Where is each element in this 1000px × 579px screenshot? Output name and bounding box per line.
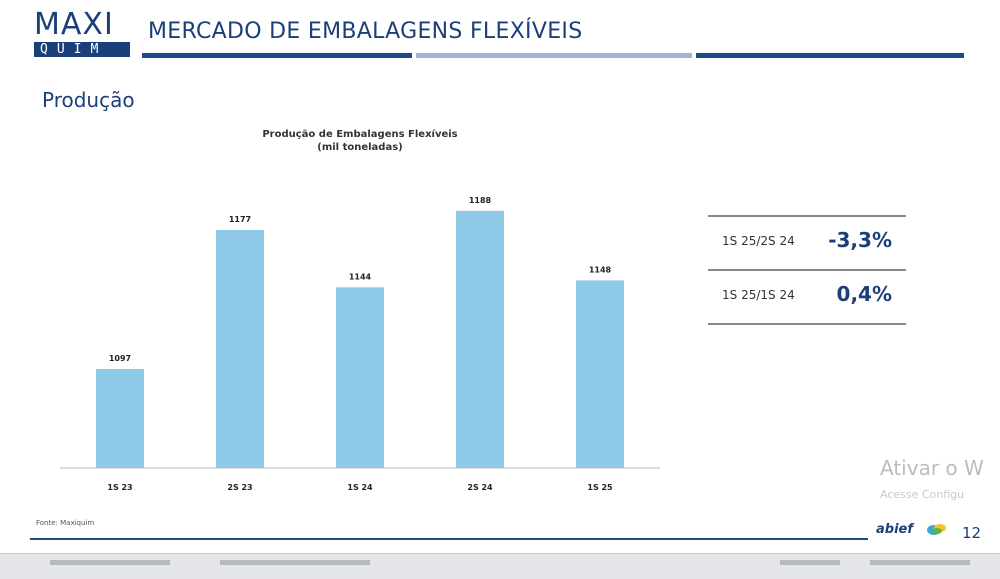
data-label: 1177 — [229, 215, 251, 224]
maxiquim-logo: MAXI QUIM — [34, 10, 130, 57]
data-label: 1144 — [349, 272, 372, 281]
viewer-bottom-bar — [0, 553, 1000, 579]
header-rule-middle — [416, 53, 692, 58]
windows-activation-subtext: Acesse Configu — [880, 488, 965, 501]
data-label: 1097 — [109, 354, 131, 363]
stat-row: 1S 25/1S 24 0,4% — [708, 269, 906, 325]
x-tick-label: 1S 24 — [347, 483, 373, 492]
x-tick-label: 1S 25 — [587, 483, 613, 492]
bottom-bar-blur — [220, 560, 370, 565]
source-note: Fonte: Maxiquim — [36, 519, 95, 527]
data-label: 1188 — [469, 196, 492, 205]
section-title: Produção — [42, 88, 135, 112]
bottom-bar-blur — [50, 560, 170, 565]
bar-1s-24 — [336, 287, 384, 468]
slide: MAXI QUIM MERCADO DE EMBALAGENS FLEXÍVEI… — [0, 0, 1000, 553]
chart-subtitle: (mil toneladas) — [317, 142, 403, 153]
bottom-bar-blur — [780, 560, 840, 565]
header-rule-left — [142, 53, 412, 58]
bottom-bar-blur — [870, 560, 970, 565]
stat-row: 1S 25/2S 24 -3,3% — [708, 215, 906, 269]
stat-label: 1S 25/1S 24 — [722, 288, 795, 302]
page-number: 12 — [962, 524, 982, 542]
abief-leaf-icon — [927, 524, 946, 535]
bar-2s-24 — [456, 210, 504, 468]
bar-chart: 1097 1S 23 1177 2S 23 1144 1S 24 1188 2S 24 1148… — [60, 196, 660, 492]
header-rule-right — [696, 53, 964, 58]
stat-value: 0,4% — [836, 282, 892, 306]
logo-bottom-text: QUIM — [34, 42, 130, 57]
x-tick-label: 2S 24 — [467, 483, 493, 492]
stat-label: 1S 25/2S 24 — [722, 234, 795, 248]
x-tick-label: 1S 23 — [107, 483, 132, 492]
bar-1s-25 — [576, 280, 624, 468]
x-tick-label: 2S 23 — [227, 483, 252, 492]
windows-activation-watermark: Ativar o W — [880, 456, 984, 480]
stats-table: 1S 25/2S 24 -3,3% 1S 25/1S 24 0,4% — [708, 215, 906, 325]
stat-value: -3,3% — [828, 228, 892, 252]
data-label: 1148 — [589, 265, 612, 274]
slide-header-title: MERCADO DE EMBALAGENS FLEXÍVEIS — [148, 19, 583, 44]
chart-title: Produção de Embalagens Flexíveis — [262, 129, 458, 140]
bar-2s-23 — [216, 229, 264, 468]
footer-rule — [30, 538, 868, 540]
logo-top-text: MAXI — [34, 7, 114, 42]
chart-title-block: Produção de Embalagens Flexíveis (mil to… — [200, 128, 520, 154]
abief-logo: abief — [876, 522, 914, 537]
bar-1s-23 — [96, 368, 144, 468]
